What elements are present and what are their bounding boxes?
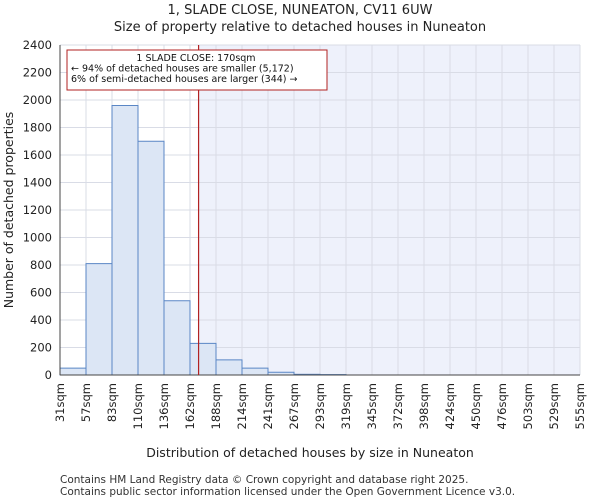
bar-31sqm [59,367,87,376]
bar-83sqm [111,105,139,376]
x-tick-label: 450sqm [469,383,483,429]
x-tick-label: 136sqm [157,383,171,429]
x-tick-label: 188sqm [209,383,223,429]
y-tick-label: 1800 [23,121,52,135]
bar-162sqm [189,342,217,376]
x-tick-label: 83sqm [105,383,119,422]
y-tick-label: 2400 [23,38,52,52]
footer-line-1: Contains HM Land Registry data © Crown c… [60,474,468,486]
y-tick-label: 2000 [23,93,52,107]
y-tick-label: 2200 [23,66,52,80]
annotation-line-2: ← 94% of detached houses are smaller (5,… [71,64,294,75]
x-tick-label: 476sqm [495,383,509,429]
annotation-line-3: 6% of semi-detached houses are larger (3… [71,74,298,85]
x-tick-label: 372sqm [391,383,405,429]
x-tick-label: 162sqm [183,383,197,429]
x-axis-label: Distribution of detached houses by size … [146,445,474,460]
plot-area: 0 200 400 600 800 1000 1200 1400 1600 1800 2000 220… [23,38,587,429]
x-tick-label: 424sqm [443,383,457,429]
y-tick-label: 1200 [23,203,52,217]
x-tick-label: 267sqm [287,383,301,429]
x-tick-label: 214sqm [235,383,249,429]
x-tick-label: 345sqm [365,383,379,429]
y-tick-label: 800 [30,258,52,272]
x-tick-label: 529sqm [547,383,561,429]
y-tick-label: 400 [30,313,52,327]
chart-subtitle: Size of property relative to detached ho… [114,20,486,35]
y-tick-label: 0 [45,368,52,382]
bar-57sqm [85,263,113,376]
x-tick-label: 31sqm [53,383,67,422]
bar-110sqm [137,140,165,376]
y-axis-label: Number of detached properties [1,112,16,309]
x-tick-label: 293sqm [313,383,327,429]
bar-214sqm [241,367,269,376]
annotation-box [66,49,328,91]
x-tick-label: 319sqm [339,383,353,429]
y-tick-label: 200 [30,341,52,355]
chart-title: 1, SLADE CLOSE, NUNEATON, CV11 6UW [168,3,433,18]
y-tick-label: 1000 [23,231,52,245]
x-tick-label: 110sqm [131,383,145,429]
x-tick-label: 398sqm [417,383,431,429]
bar-188sqm [215,359,243,376]
x-tick-label: 241sqm [261,383,275,429]
x-tick-label: 555sqm [573,383,587,429]
y-tick-label: 1600 [23,148,52,162]
y-tick-label: 1400 [23,176,52,190]
x-tick-label: 57sqm [79,383,93,422]
footer-line-2: Contains public sector information licen… [60,486,515,498]
annotation-line-1: 1 SLADE CLOSE: 170sqm [136,53,255,64]
x-tick-label: 503sqm [521,383,535,429]
bar-136sqm [163,300,191,376]
y-tick-label: 600 [30,286,52,300]
